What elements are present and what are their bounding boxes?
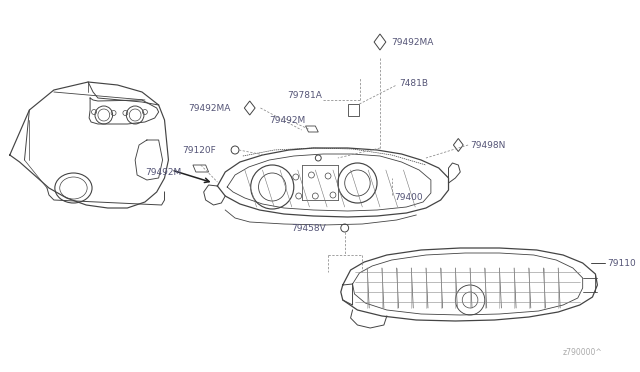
Text: 79492MA: 79492MA [392,38,434,46]
Text: 79458V: 79458V [291,224,326,232]
Text: z790000^: z790000^ [563,348,603,357]
Text: 7481B: 7481B [399,78,429,87]
Text: 79120F: 79120F [182,145,216,154]
Text: 79492M: 79492M [145,167,181,176]
Text: 79110: 79110 [607,259,636,267]
Bar [348,104,360,116]
Text: 79498N: 79498N [470,141,506,150]
Text: 79400: 79400 [395,192,423,202]
Text: 79492M: 79492M [269,115,305,125]
Text: 79492MA: 79492MA [188,103,230,112]
Text: 79781A: 79781A [287,90,322,99]
